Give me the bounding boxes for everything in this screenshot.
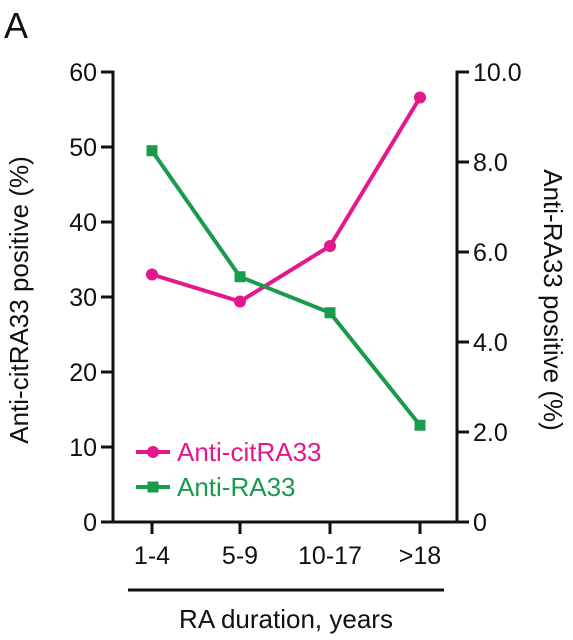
y-tick-label-left: 0 [83,509,97,537]
data-point-circle [234,295,246,308]
data-point-square [234,271,246,283]
right-axis-ticks: 0 2.0 4.0 6.0 8.0 10.0 [457,59,522,537]
data-point-square [414,419,426,431]
y-tick-label-right: 0 [473,509,487,537]
y-axis-title-right: Anti-RA33 positive (%) [538,169,568,431]
x-tick-label: 1-4 [134,542,170,570]
legend-label: Anti-citRA33 [177,437,322,467]
left-axis-ticks: 0 10 20 30 40 50 60 [69,59,113,537]
y-axis-title-left: Anti-citRA33 positive (%) [4,156,34,444]
plot-markers [146,91,426,431]
y-tick-label-left: 60 [69,59,97,87]
panel-label: A [4,5,28,46]
legend-label: Anti-RA33 [177,472,296,502]
y-tick-label-left: 20 [69,359,97,387]
y-tick-label-right: 4.0 [473,329,508,357]
y-tick-label-left: 10 [69,434,97,462]
y-tick-label-left: 30 [69,284,97,312]
series-line-2 [150,149,422,427]
series-line-1 [151,96,422,304]
y-tick-label-right: 8.0 [473,149,508,177]
x-axis-title: RA duration, years [179,604,393,634]
y-tick-label-left: 40 [69,209,97,237]
plot-lines [150,96,422,427]
x-axis-ticks: 1-4 5-9 10-17 >18 [134,522,441,570]
x-tick-label: >18 [399,542,441,570]
y-tick-label-right: 6.0 [473,239,508,267]
legend-marker-square [147,481,159,493]
y-tick-label-right: 2.0 [473,419,508,447]
data-point-circle [324,240,336,252]
x-tick-label: 5-9 [222,542,258,570]
data-point-square [146,145,158,157]
x-tick-label: 10-17 [298,542,362,570]
legend: Anti-citRA33 Anti-RA33 [136,437,322,502]
data-point-circle [414,91,426,104]
legend-marker-circle [147,446,159,458]
y-tick-label-right: 10.0 [473,59,522,87]
data-point-square [324,307,336,319]
y-tick-label-left: 50 [69,134,97,162]
data-point-circle [146,268,158,281]
